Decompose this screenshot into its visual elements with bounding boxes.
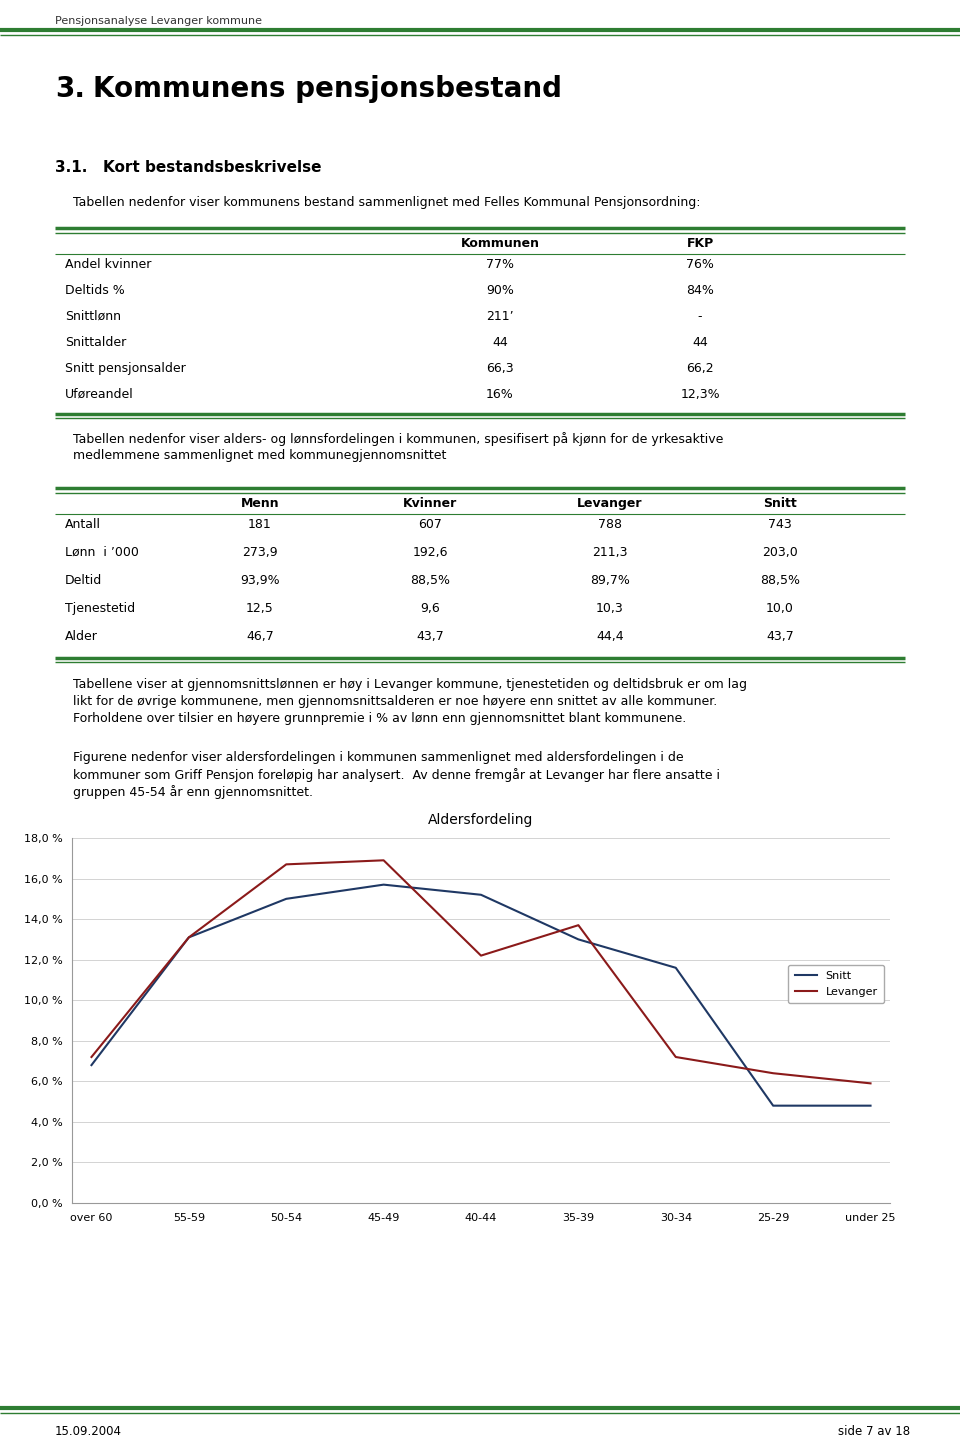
Snitt <box>85 1056 97 1073</box>
Snitt <box>475 886 487 904</box>
Text: 181: 181 <box>248 518 272 531</box>
Text: 211’: 211’ <box>486 309 514 322</box>
Text: 66,3: 66,3 <box>486 363 514 376</box>
Text: 788: 788 <box>598 518 622 531</box>
Text: 211,3: 211,3 <box>592 545 628 558</box>
Text: 607: 607 <box>418 518 442 531</box>
Text: Forholdene over tilsier en høyere grunnpremie i % av lønn enn gjennomsnittet bla: Forholdene over tilsier en høyere grunnp… <box>73 712 686 725</box>
Text: medlemmene sammenlignet med kommunegjennomsnittet: medlemmene sammenlignet med kommunegjenn… <box>73 449 446 462</box>
Text: 44: 44 <box>692 335 708 350</box>
Text: Deltid: Deltid <box>65 574 103 587</box>
Levanger <box>85 1049 97 1066</box>
Text: 3.: 3. <box>55 75 85 104</box>
Text: Kvinner: Kvinner <box>403 496 457 509</box>
Text: 15.09.2004: 15.09.2004 <box>55 1425 122 1438</box>
Text: 10,3: 10,3 <box>596 602 624 614</box>
Line: Levanger: Levanger <box>91 861 871 1084</box>
Text: Uføreandel: Uføreandel <box>65 389 133 401</box>
Text: Snittalder: Snittalder <box>65 335 127 350</box>
Text: Menn: Menn <box>241 496 279 509</box>
Snitt <box>572 931 584 948</box>
Text: Tjenestetid: Tjenestetid <box>65 602 135 614</box>
Text: 10,0: 10,0 <box>766 602 794 614</box>
Levanger <box>378 852 390 869</box>
Snitt <box>378 876 390 894</box>
Text: 12,3%: 12,3% <box>681 389 720 401</box>
Text: Andel kvinner: Andel kvinner <box>65 258 152 271</box>
Levanger <box>280 856 292 873</box>
Text: 12,5: 12,5 <box>246 602 274 614</box>
Text: 3.1.: 3.1. <box>55 160 87 176</box>
Text: 84%: 84% <box>686 283 714 296</box>
Text: 273,9: 273,9 <box>242 545 277 558</box>
Text: Snitt pensjonsalder: Snitt pensjonsalder <box>65 363 185 376</box>
Levanger <box>670 1049 682 1066</box>
Text: 88,5%: 88,5% <box>760 574 800 587</box>
Text: 90%: 90% <box>486 283 514 296</box>
Text: likt for de øvrige kommunene, men gjennomsnittsalderen er noe høyere enn snittet: likt for de øvrige kommunene, men gjenno… <box>73 695 717 708</box>
Text: side 7 av 18: side 7 av 18 <box>838 1425 910 1438</box>
Legend: Snitt, Levanger: Snitt, Levanger <box>788 964 884 1003</box>
Text: 192,6: 192,6 <box>412 545 447 558</box>
Text: Snittlønn: Snittlønn <box>65 309 121 322</box>
Snitt <box>865 1097 876 1114</box>
Text: 76%: 76% <box>686 258 714 271</box>
Levanger <box>475 947 487 964</box>
Text: Alder: Alder <box>65 630 98 643</box>
Text: Figurene nedenfor viser aldersfordelingen i kommunen sammenlignet med aldersford: Figurene nedenfor viser aldersfordelinge… <box>73 751 684 764</box>
Text: Snitt: Snitt <box>763 496 797 509</box>
Text: 43,7: 43,7 <box>416 630 444 643</box>
Text: 43,7: 43,7 <box>766 630 794 643</box>
Text: 77%: 77% <box>486 258 514 271</box>
Text: 44,4: 44,4 <box>596 630 624 643</box>
Levanger <box>865 1075 876 1092</box>
Text: 743: 743 <box>768 518 792 531</box>
Text: -: - <box>698 309 703 322</box>
Text: Pensjonsanalyse Levanger kommune: Pensjonsanalyse Levanger kommune <box>55 16 262 26</box>
Text: Kort bestandsbeskrivelse: Kort bestandsbeskrivelse <box>103 160 322 176</box>
Text: Tabellen nedenfor viser kommunens bestand sammenlignet med Felles Kommunal Pensj: Tabellen nedenfor viser kommunens bestan… <box>73 196 701 209</box>
Text: 46,7: 46,7 <box>246 630 274 643</box>
Line: Snitt: Snitt <box>91 885 871 1105</box>
Text: 203,0: 203,0 <box>762 545 798 558</box>
Text: kommuner som Griff Pensjon foreløpig har analysert.  Av denne fremgår at Levange: kommuner som Griff Pensjon foreløpig har… <box>73 768 720 781</box>
Text: 16%: 16% <box>486 389 514 401</box>
Text: Levanger: Levanger <box>577 496 643 509</box>
Levanger <box>572 917 584 934</box>
Snitt <box>183 928 195 945</box>
Text: 9,6: 9,6 <box>420 602 440 614</box>
Text: Deltids %: Deltids % <box>65 283 125 296</box>
Snitt <box>767 1097 779 1114</box>
Text: 44: 44 <box>492 335 508 350</box>
Snitt <box>280 891 292 908</box>
Text: Tabellene viser at gjennomsnittslønnen er høy i Levanger kommune, tjenestetiden : Tabellene viser at gjennomsnittslønnen e… <box>73 678 747 691</box>
Text: gruppen 45-54 år enn gjennomsnittet.: gruppen 45-54 år enn gjennomsnittet. <box>73 786 313 799</box>
Title: Aldersfordeling: Aldersfordeling <box>428 813 534 827</box>
Text: Tabellen nedenfor viser alders- og lønnsfordelingen i kommunen, spesifisert på k: Tabellen nedenfor viser alders- og lønns… <box>73 432 724 446</box>
Snitt <box>670 960 682 977</box>
Text: Antall: Antall <box>65 518 101 531</box>
Text: 93,9%: 93,9% <box>240 574 279 587</box>
Levanger <box>183 928 195 945</box>
Levanger <box>767 1065 779 1082</box>
Text: 66,2: 66,2 <box>686 363 714 376</box>
Text: 88,5%: 88,5% <box>410 574 450 587</box>
Text: 89,7%: 89,7% <box>590 574 630 587</box>
Text: Lønn  i ’000: Lønn i ’000 <box>65 545 139 558</box>
Text: Kommunens pensjonsbestand: Kommunens pensjonsbestand <box>93 75 562 104</box>
Text: Kommunen: Kommunen <box>461 237 540 250</box>
Text: FKP: FKP <box>686 237 713 250</box>
